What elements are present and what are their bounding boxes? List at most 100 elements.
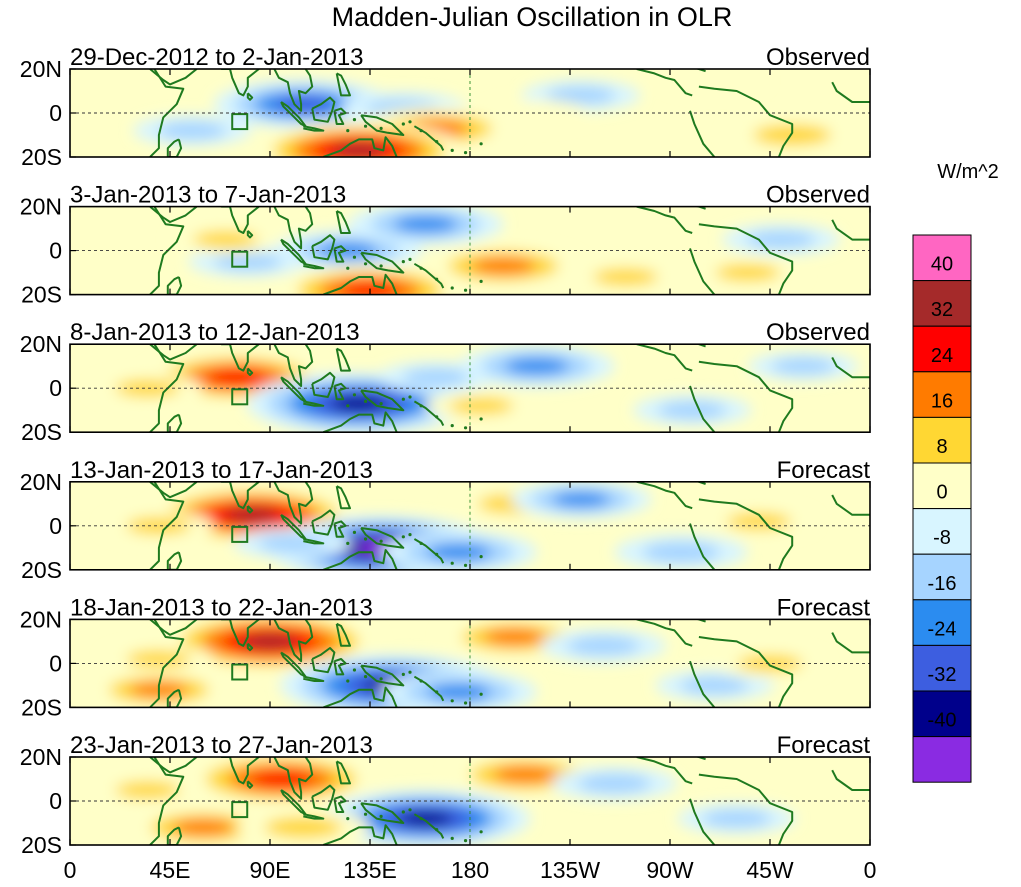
coastline [149, 344, 185, 433]
coastline [333, 107, 347, 125]
lon-tick-label: 45W [746, 857, 794, 883]
coastline [322, 411, 398, 433]
anomaly-contour [771, 357, 836, 375]
lon-tick-label: 135W [540, 857, 600, 883]
anomaly-contour [680, 676, 749, 695]
coastline [311, 234, 336, 261]
lat-tick-label: 20S [21, 282, 62, 308]
coastline [333, 795, 347, 813]
island-dot [419, 817, 423, 821]
anomaly-contour [340, 282, 400, 295]
island-dot [346, 679, 350, 683]
coastlines [149, 69, 870, 157]
island-dot [379, 402, 383, 406]
coastline [246, 780, 254, 789]
island-dot [479, 830, 483, 834]
island-dot [435, 690, 439, 694]
island-dot [408, 395, 412, 399]
panel-5: 20N 0 20S 18-Jan-2013 to 22-Jan-2013 Forecas… [20, 594, 871, 720]
panel-period: 29-Dec-2012 to 2-Jan-2013 [70, 44, 364, 71]
island-dot [346, 541, 350, 546]
coastline [360, 802, 405, 824]
anomaly-contour [753, 124, 832, 146]
coastline [689, 660, 716, 708]
coastline [322, 686, 398, 708]
reference-box [231, 663, 249, 681]
coastline [280, 513, 307, 540]
coastline [149, 69, 198, 86]
island-dot [379, 126, 383, 130]
lat-tick-label: 20N [20, 194, 62, 220]
coastline [689, 523, 716, 570]
island-dot [450, 561, 454, 565]
coastline [335, 485, 351, 510]
anomaly-contour [126, 650, 192, 668]
coastline [273, 481, 314, 525]
coastline [322, 549, 398, 570]
colorbar-swatch [912, 644, 972, 692]
coastline [831, 769, 870, 791]
anomaly-contour [402, 368, 472, 387]
coastline [221, 757, 260, 785]
anomaly-contour [471, 257, 536, 275]
panel-period: 8-Jan-2013 to 12-Jan-2013 [70, 319, 360, 346]
anomaly-contour [398, 811, 453, 826]
island-dot [352, 118, 357, 122]
lon-tick-label: 90E [250, 857, 291, 883]
coastline [246, 642, 254, 652]
coastline [149, 619, 198, 636]
coastline [303, 675, 325, 682]
coastline [322, 824, 398, 845]
lat-tick-label: 20S [21, 144, 62, 170]
panel-period: 13-Jan-2013 to 17-Jan-2013 [70, 457, 373, 484]
island-dot [450, 148, 454, 152]
colorbar-swatch [912, 371, 972, 418]
coastline [246, 230, 254, 239]
island-dot [419, 679, 423, 683]
coastlines [149, 757, 870, 845]
coastline [335, 210, 351, 234]
island-dot [346, 404, 350, 408]
island-dot [463, 701, 468, 705]
anomaly-contour [115, 781, 180, 799]
island-dot [450, 699, 454, 703]
island-dot [463, 426, 468, 430]
coastline [221, 69, 260, 97]
island-dot [463, 839, 468, 843]
colorbar-swatch [912, 462, 972, 510]
panel-period: 18-Jan-2013 to 22-Jan-2013 [70, 594, 373, 621]
lat-tick-label: 20N [20, 744, 62, 770]
island-dot [419, 541, 423, 546]
island-dot [463, 563, 468, 568]
colorbar-swatch [912, 690, 972, 738]
island-dot [435, 552, 439, 557]
island-dot [419, 404, 423, 408]
island-dot [450, 836, 454, 841]
coastline [280, 238, 307, 265]
coastline [335, 347, 351, 372]
anomaly-contour [264, 817, 343, 838]
coastline [311, 647, 336, 674]
anomaly-contour [737, 655, 803, 672]
coastline [689, 248, 716, 295]
coastline [694, 344, 706, 348]
coastline [636, 344, 693, 372]
coastline [698, 498, 794, 570]
coastline [694, 619, 706, 623]
reference-box [231, 250, 249, 268]
island-dot [401, 260, 405, 264]
anomaly-contour [193, 231, 258, 249]
panel-4: 20N 0 20S 13-Jan-2013 to 17-Jan-2013 Forecas… [20, 457, 871, 583]
coastline [694, 69, 706, 73]
island-dot [479, 279, 483, 283]
coastline [221, 481, 260, 510]
anomaly-contour [426, 543, 491, 561]
coastline [831, 632, 870, 654]
panel-kind: Forecast [777, 457, 871, 484]
anomaly-field [170, 206, 841, 295]
coastline [311, 509, 336, 536]
coastline [333, 245, 347, 263]
anomaly-contour [206, 369, 267, 386]
coastline [322, 273, 398, 295]
coastline [335, 622, 351, 647]
